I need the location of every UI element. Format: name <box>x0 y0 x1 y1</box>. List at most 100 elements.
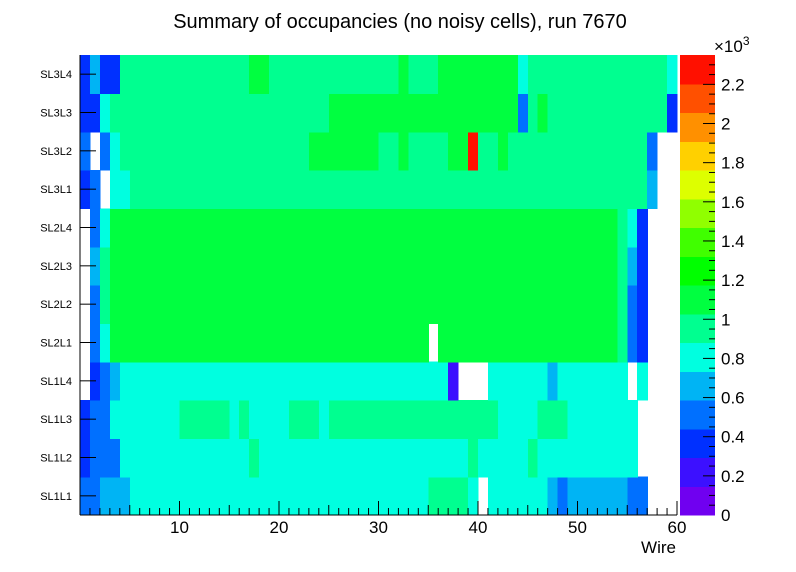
heatmap-cell <box>129 93 141 133</box>
color-scale-segment <box>680 342 715 372</box>
heatmap-cell <box>279 400 290 439</box>
heatmap-cell <box>149 400 161 439</box>
heatmap-cell <box>169 131 181 171</box>
heatmap-cell <box>607 476 618 516</box>
heatmap-cell <box>288 438 300 478</box>
heatmap-cell <box>378 208 390 248</box>
heatmap-cell <box>577 361 589 401</box>
heatmap-cell <box>368 361 380 401</box>
heatmap-cell <box>149 246 161 286</box>
heatmap-cell <box>179 323 191 363</box>
heatmap-cell <box>129 170 141 209</box>
heatmap-cell <box>577 438 589 478</box>
heatmap-cell <box>189 246 200 286</box>
heatmap-cell <box>279 55 290 94</box>
heatmap-cell <box>99 323 111 363</box>
heatmap-cell <box>259 400 270 439</box>
heatmap-cell <box>129 476 141 516</box>
heatmap-cell <box>179 246 191 286</box>
heatmap-cell <box>487 131 499 171</box>
heatmap-cell <box>169 438 181 478</box>
heatmap-cell <box>209 93 220 133</box>
heatmap-cell <box>338 361 350 401</box>
heatmap-cell <box>418 93 429 133</box>
heatmap-cell <box>497 170 509 209</box>
heatmap-cell <box>308 438 320 478</box>
heatmap-cell <box>627 400 638 439</box>
heatmap-cell <box>637 208 648 248</box>
heatmap-cell <box>438 285 449 324</box>
heatmap-cell <box>338 55 350 94</box>
heatmap-cell <box>378 323 390 363</box>
heatmap-cell <box>139 285 151 324</box>
heatmap-cell <box>448 400 459 439</box>
heatmap-cell <box>139 246 151 286</box>
heatmap-cell <box>517 323 529 363</box>
chart-title: Summary of occupancies (no noisy cells),… <box>173 11 627 33</box>
heatmap-cell <box>368 246 380 286</box>
heatmap-cell <box>597 55 608 94</box>
heatmap-cell <box>288 285 300 324</box>
y-tick-label: SL3L1 <box>40 184 72 196</box>
heatmap-cell <box>478 170 489 209</box>
heatmap-cell <box>149 438 161 478</box>
y-tick-label: SL1L3 <box>40 414 72 426</box>
heatmap-cell <box>388 323 399 363</box>
heatmap-cell <box>159 285 171 324</box>
heatmap-cell <box>378 131 390 171</box>
heatmap-cell <box>627 476 638 516</box>
heatmap-cell <box>269 55 280 94</box>
heatmap-cell <box>368 285 380 324</box>
heatmap-cell <box>318 361 330 401</box>
heatmap-cell <box>637 55 648 94</box>
heatmap-cell <box>448 208 459 248</box>
heatmap-cell <box>497 55 509 94</box>
heatmap-cell <box>318 170 330 209</box>
heatmap-cell <box>318 438 330 478</box>
heatmap-cell <box>448 55 459 94</box>
heatmap-cell <box>567 170 579 209</box>
heatmap-cell <box>597 208 608 248</box>
heatmap-cell <box>418 285 429 324</box>
heatmap-cell <box>398 131 409 171</box>
color-scale-segment <box>680 371 715 401</box>
heatmap-cell <box>448 93 459 133</box>
heatmap-cell <box>219 208 230 248</box>
y-tick-label: SL1L4 <box>40 376 72 388</box>
heatmap-cell <box>507 208 519 248</box>
heatmap-cell <box>478 93 489 133</box>
heatmap-cell <box>597 400 608 439</box>
heatmap-cell <box>239 131 250 171</box>
y-tick-label: SL1L1 <box>40 491 72 503</box>
heatmap-cell <box>617 438 628 478</box>
heatmap-cell <box>119 361 131 401</box>
heatmap-cell <box>249 476 260 516</box>
heatmap-cell <box>507 400 519 439</box>
heatmap-cell <box>607 438 618 478</box>
heatmap-cell <box>109 55 121 94</box>
heatmap-cell <box>487 323 499 363</box>
heatmap-cell <box>219 246 230 286</box>
heatmap-cell <box>537 131 549 171</box>
heatmap-cell <box>109 476 121 516</box>
color-scale-segment <box>680 83 715 114</box>
heatmap-cell <box>597 170 608 209</box>
heatmap-cell <box>249 246 260 286</box>
heatmap-cell <box>179 361 191 401</box>
heatmap-cell <box>358 246 370 286</box>
heatmap-cell <box>607 55 618 94</box>
heatmap-cell <box>259 438 270 478</box>
heatmap-cell <box>368 93 380 133</box>
heatmap-cell <box>139 170 151 209</box>
heatmap-cell <box>487 400 499 439</box>
heatmap-cell <box>269 93 280 133</box>
heatmap-cell <box>338 246 350 286</box>
heatmap-cell <box>249 131 260 171</box>
heatmap-cell <box>627 285 638 324</box>
heatmap-cell <box>149 285 161 324</box>
heatmap-cell <box>288 55 300 94</box>
heatmap-cell <box>547 438 559 478</box>
heatmap-cell <box>517 476 529 516</box>
heatmap-cell <box>527 246 539 286</box>
heatmap-cell <box>318 55 330 94</box>
